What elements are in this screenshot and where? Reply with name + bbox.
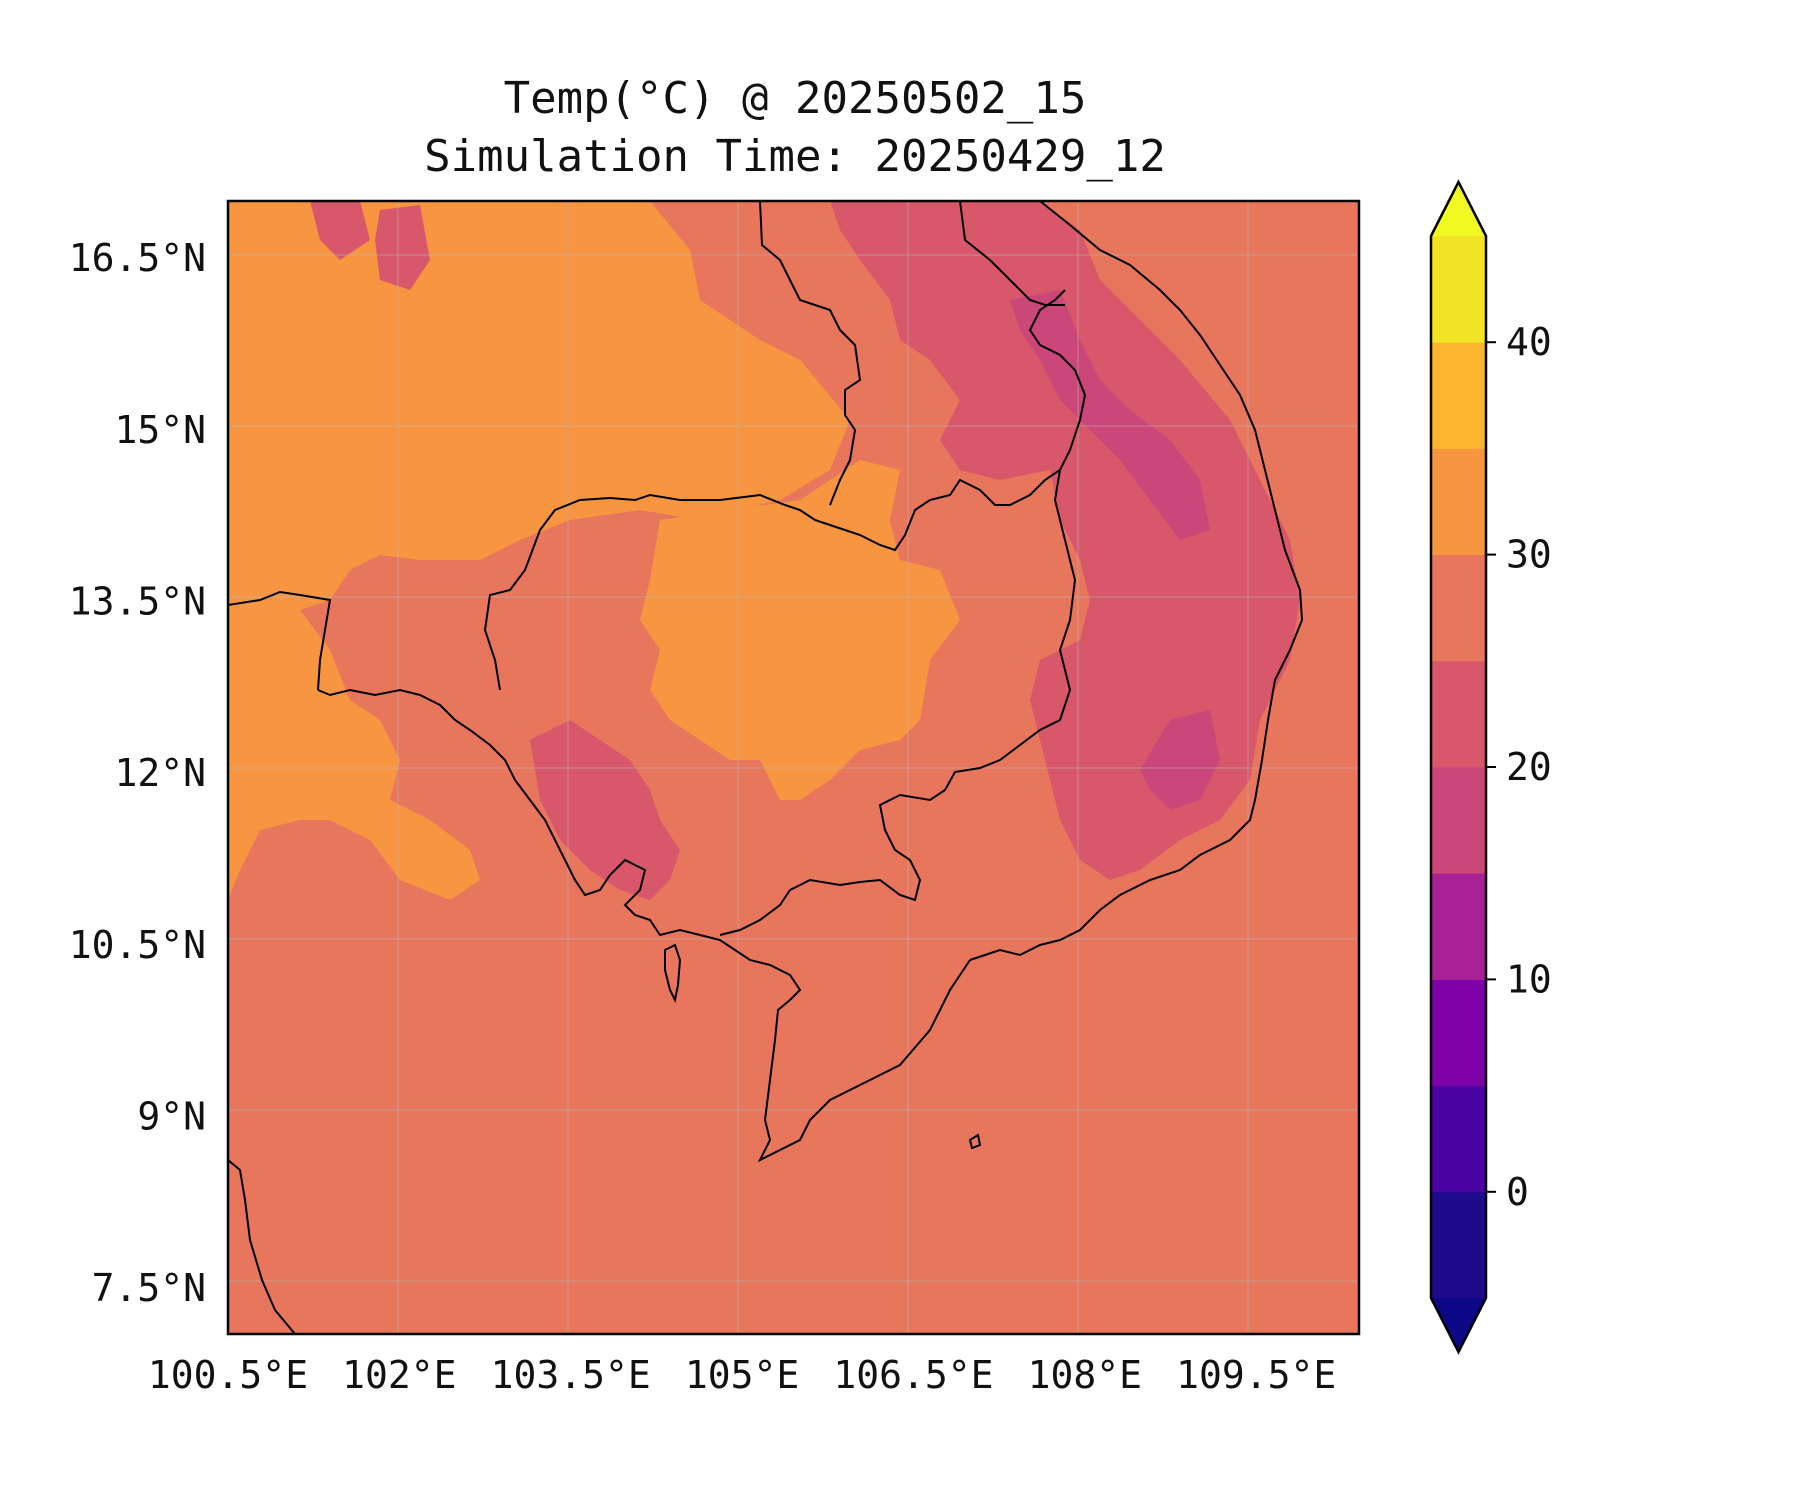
colorbar-tick-label: 20 (1506, 745, 1552, 789)
colorbar-segment (1431, 767, 1486, 874)
coastline-gulf-of-thailand (317, 688, 736, 951)
map-frame (226, 199, 1361, 1336)
colorbar-segment (1431, 448, 1486, 556)
title-line-1: Temp(°C) @ 20250502_15 (503, 73, 1087, 124)
x-tick-label: 108°E (1028, 1353, 1142, 1397)
island-con-dao (968, 1133, 982, 1150)
coastlines-borders (228, 201, 1304, 1334)
x-tick-label: 109.5°E (1176, 1353, 1336, 1397)
title-line-2: Simulation Time: 20250429_12 (424, 131, 1166, 182)
y-tick-label: 9°N (137, 1095, 206, 1139)
x-tick-label: 100.5°E (148, 1353, 308, 1397)
colorbar-segment (1431, 554, 1486, 662)
field-cool-southwest (530, 720, 680, 900)
field-warm-west (228, 610, 480, 900)
colorbar-segment (1431, 873, 1486, 980)
coastline-vietnam (969, 201, 1304, 961)
coastline-malay-peninsula (228, 1159, 296, 1334)
x-tick-label: 103.5°E (491, 1353, 651, 1397)
field-cool-north (830, 201, 1300, 880)
colorbar-tick-label: 10 (1506, 957, 1552, 1001)
colorbar-segment (1431, 236, 1486, 343)
field-cool-northwest-patch (310, 201, 370, 260)
y-tick-label: 15°N (114, 408, 206, 452)
map-title: Temp(°C) @ 20250502_15 Simulation Time: … (230, 70, 1360, 186)
field-cool-patch (375, 205, 430, 290)
colorbar-tick-label: 40 (1506, 320, 1552, 364)
x-tick-label: 105°E (685, 1353, 799, 1397)
island-phu-quoc (664, 943, 682, 1004)
y-tick-label: 10.5°N (69, 923, 206, 967)
colorbar-segment (1431, 1085, 1486, 1193)
y-tick-label: 7.5°N (92, 1266, 206, 1310)
colorbar-extend-min (1431, 1298, 1486, 1352)
colorbar-segment (1431, 660, 1486, 768)
x-tick-label: 102°E (342, 1353, 456, 1397)
colorbar-segment (1431, 979, 1486, 1087)
y-tick-label: 13.5°N (69, 580, 206, 624)
border-thailand-cambodia (228, 590, 332, 691)
colorbar-tick-label: 0 (1506, 1170, 1529, 1214)
colorbar: 40 30 20 10 0 (1429, 179, 1552, 1355)
y-tick-labels: 16.5°N 15°N 13.5°N 12°N 10.5°N 9°N 7.5°N (69, 236, 206, 1310)
field-coolest-plateau (1140, 710, 1220, 810)
colorbar-segment (1431, 1191, 1486, 1299)
colorbar-tick-label: 30 (1506, 533, 1552, 577)
coastline-mekong-delta (734, 949, 971, 1163)
field-warm-northwest (228, 201, 850, 640)
x-tick-labels: 100.5°E 102°E 103.5°E 105°E 106.5°E 108°E 109.… (148, 1353, 1336, 1397)
colorbar-segment (1431, 342, 1486, 449)
y-tick-label: 12°N (114, 751, 206, 795)
temperature-field (228, 201, 1359, 1334)
x-tick-label: 106.5°E (833, 1353, 993, 1397)
y-tick-label: 16.5°N (69, 236, 206, 280)
border-cambodia-east (719, 469, 1077, 936)
gridlines (227, 201, 1359, 1334)
colorbar-extend-max (1431, 182, 1486, 236)
border-cambodia-north (483, 289, 1087, 691)
border-laos-vietnam (959, 201, 1065, 306)
colorbar-outline (1429, 179, 1488, 1355)
border-laos-thailand (759, 201, 862, 506)
field-coolest-annamite (1010, 290, 1210, 540)
